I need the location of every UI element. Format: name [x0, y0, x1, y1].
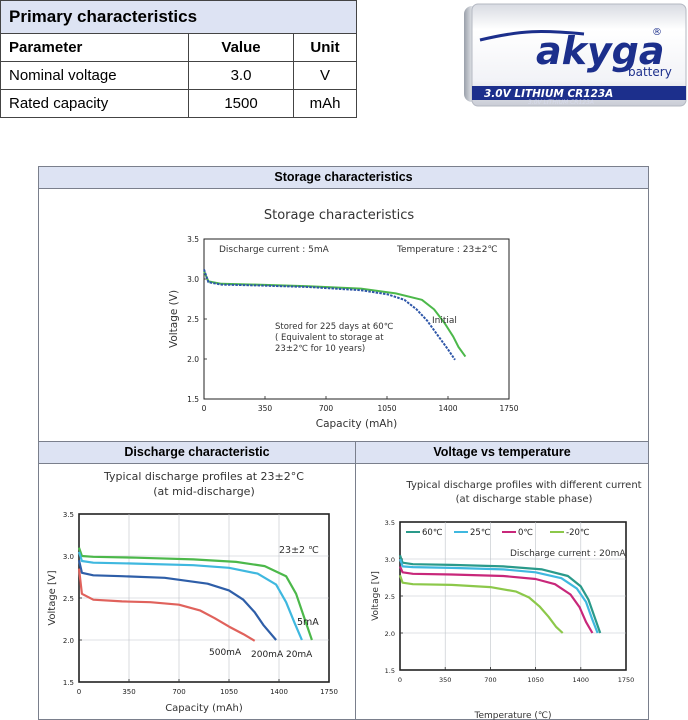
x-tick-label: 700 [484, 676, 496, 684]
y-tick-label: 1.5 [63, 679, 74, 687]
chart-annotation: 23±2℃ for 10 years) [275, 344, 365, 354]
y-axis-label: Voltage [V] [47, 570, 58, 625]
plot-frame [203, 238, 510, 400]
table-cell: Rated capacity [0, 89, 189, 118]
x-axis-label: Capacity (mAh) [165, 703, 243, 714]
x-tick-label: 0 [398, 676, 402, 684]
series-line [203, 269, 456, 361]
table-row: Nominal voltage 3.0 V [0, 61, 357, 90]
chart-title: Storage characteristics [264, 208, 414, 223]
legend-label: 60℃ [422, 528, 443, 538]
y-tick-label: 1.5 [385, 667, 395, 675]
storage-panel-header: Storage characteristics [39, 167, 648, 189]
registered-mark: ® [652, 27, 662, 38]
discharge-panel-header: Discharge characteristic [39, 442, 355, 464]
legend-label: -20℃ [566, 528, 590, 538]
chart-annotation: ( Equivalent to storage at [275, 333, 384, 343]
series-line [398, 574, 564, 634]
storage-chart: Storage characteristics 0 350 700 1050 1400 17… [168, 208, 519, 430]
x-tick-label: 1400 [438, 404, 457, 413]
chart-annotation: Discharge current : 5mA [219, 245, 330, 255]
y-tick-label: 3.0 [187, 275, 199, 284]
chart-annotation: Temperature : 23±2℃ [396, 245, 498, 255]
temperature-panel-header: Voltage vs temperature [356, 442, 648, 464]
battery-label: 3.0V LITHIUM CR123A [484, 88, 613, 100]
x-tick-label: 1050 [220, 688, 238, 696]
y-tick-label: 2.5 [63, 595, 74, 603]
legend-label: 500mA [209, 648, 242, 658]
chart-annotation: Stored for 225 days at 60℃ [275, 322, 394, 332]
series-line [77, 568, 256, 642]
chart-title: Typical discharge profiles at 23±2°C [103, 470, 304, 483]
x-tick-label: 350 [258, 404, 273, 413]
y-tick-label: 2.5 [385, 593, 395, 601]
legend-label: 200mA 20mA [251, 650, 313, 660]
table-cell: 1500 [188, 89, 294, 118]
y-tick-label: 2.0 [63, 637, 74, 645]
table-cell: 3.0 [188, 61, 294, 90]
y-tick-label: 3.5 [187, 235, 199, 244]
series-line [398, 565, 594, 634]
table-cell: mAh [293, 89, 357, 118]
x-tick-label: 0 [202, 404, 207, 413]
x-tick-label: 700 [172, 688, 185, 696]
series-line [77, 559, 277, 641]
primary-characteristics-table: Primary characteristics Parameter Value … [0, 0, 357, 118]
series-line [77, 547, 313, 641]
column-header: Value [188, 33, 294, 62]
series-line [398, 558, 599, 634]
chart-annotation: 23±2 ℃ [279, 545, 319, 556]
x-tick-label: 350 [439, 676, 451, 684]
battery-product-image: akyga ® battery 3.0V LITHIUM CR123A 3.0V… [464, 3, 687, 107]
y-tick-label: 3.5 [385, 519, 395, 527]
x-axis-label: Temperature (℃) [473, 711, 551, 720]
x-tick-label: 0 [77, 688, 81, 696]
legend-label: 0℃ [518, 528, 533, 538]
y-tick-label: 2.0 [187, 355, 199, 364]
x-tick-label: 1750 [499, 404, 518, 413]
label-band [472, 86, 686, 100]
table-cell: Nominal voltage [0, 61, 189, 90]
battery-label-small: 3.0V LITHIUM CR123A [528, 99, 594, 106]
temperature-chart: Typical discharge profiles with differen… [371, 480, 642, 720]
x-tick-label: 1400 [573, 676, 590, 684]
discharge-chart: Typical discharge profiles at 23±2°C (at … [47, 470, 338, 714]
series-label: Initial [432, 316, 457, 326]
swoosh-icon [479, 30, 585, 42]
column-header: Parameter [0, 33, 189, 62]
y-axis-label: Voltage [V] [371, 571, 381, 621]
chart-annotation: Discharge current : 20mA [510, 549, 626, 559]
y-tick-label: 2.5 [187, 315, 199, 324]
y-tick-label: 3.0 [385, 556, 395, 564]
legend-label: 5mA [297, 617, 319, 628]
y-tick-label: 1.5 [187, 395, 199, 404]
x-tick-label: 1750 [618, 676, 635, 684]
x-tick-label: 700 [319, 404, 334, 413]
y-tick-label: 2.0 [385, 630, 395, 638]
chart-subtitle: (at discharge stable phase) [456, 494, 593, 505]
x-tick-label: 1400 [270, 688, 288, 696]
x-axis-label: Capacity (mAh) [316, 418, 397, 430]
legend-label: 25℃ [470, 528, 491, 538]
table-title: Primary characteristics [0, 0, 357, 34]
brand-logo: akyga [536, 29, 665, 73]
series-line [77, 551, 303, 641]
y-axis-label: Voltage (V) [168, 290, 180, 348]
x-tick-label: 1050 [527, 676, 544, 684]
table-row: Rated capacity 1500 mAh [0, 89, 357, 118]
y-tick-label: 3.5 [63, 511, 74, 519]
x-tick-label: 1050 [377, 404, 396, 413]
brand-sub: battery [628, 65, 672, 79]
table-cell: V [293, 61, 357, 90]
chart-subtitle: (at mid-discharge) [153, 485, 254, 498]
chart-title: Typical discharge profiles with differen… [405, 480, 641, 491]
x-tick-label: 350 [122, 688, 135, 696]
y-tick-label: 3.0 [63, 553, 74, 561]
column-header: Unit [293, 33, 357, 62]
x-tick-label: 1750 [320, 688, 338, 696]
series-line [398, 554, 602, 634]
battery-body [471, 3, 687, 107]
